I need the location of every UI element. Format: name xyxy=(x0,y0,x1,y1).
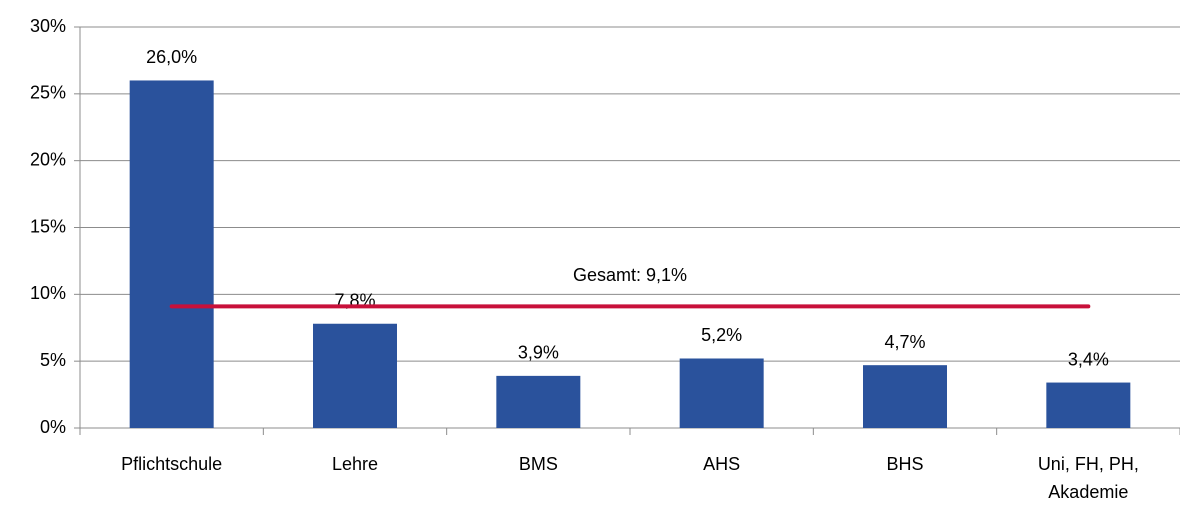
bar xyxy=(1046,382,1131,428)
x-tick-label: AHS xyxy=(703,454,741,474)
bar xyxy=(129,80,214,428)
y-tick-label: 15% xyxy=(30,216,66,236)
bar xyxy=(863,365,947,428)
reference-label: Gesamt: 9,1% xyxy=(573,265,687,285)
y-tick-label: 0% xyxy=(40,417,66,437)
value-label: 3,4% xyxy=(1068,349,1109,369)
bar xyxy=(496,375,581,428)
value-label: 5,2% xyxy=(701,325,742,345)
y-tick-label: 5% xyxy=(40,350,66,370)
bar xyxy=(313,323,397,428)
x-tick-label: Pflichtschule xyxy=(121,454,223,474)
x-tick-label: Lehre xyxy=(331,454,379,474)
y-tick-label: 25% xyxy=(30,83,66,103)
bar xyxy=(679,358,764,428)
value-label: 3,9% xyxy=(518,343,559,363)
value-label: 4,7% xyxy=(884,332,925,352)
y-tick-label: 30% xyxy=(30,16,66,36)
x-tick-label: BMS xyxy=(518,454,558,474)
y-tick-label: 20% xyxy=(30,149,66,169)
x-tick-label: BHS xyxy=(886,454,924,474)
x-tick-label: Uni, FH, PH, Akademie xyxy=(1037,454,1139,502)
value-label: 26,0% xyxy=(146,47,197,67)
y-tick-label: 10% xyxy=(30,283,66,303)
